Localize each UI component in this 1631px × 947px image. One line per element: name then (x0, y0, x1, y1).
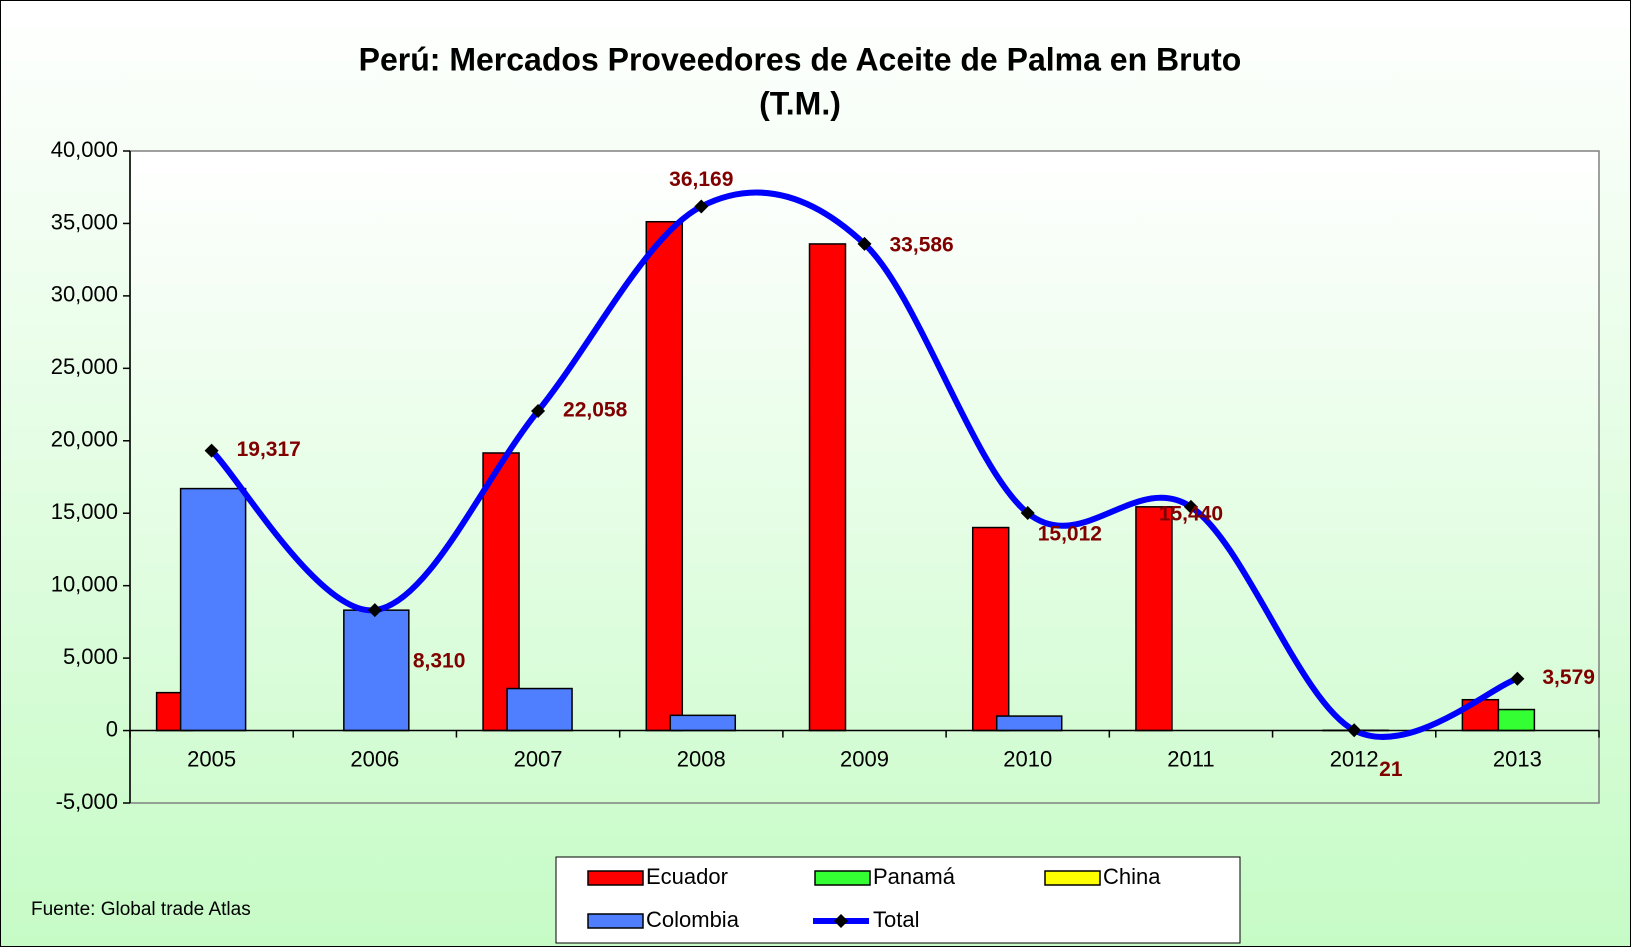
x-tick-label: 2007 (514, 746, 563, 771)
legend-label: Colombia (646, 907, 740, 932)
data-label: 19,317 (237, 438, 301, 461)
bar (1135, 506, 1173, 732)
legend-swatch (1044, 870, 1101, 886)
x-tick-label: 2006 (350, 746, 399, 771)
data-label: 21 (1379, 758, 1403, 781)
legend-label: Total (873, 907, 919, 932)
bar (971, 526, 1010, 732)
marker (204, 443, 219, 458)
marker (1347, 723, 1362, 738)
x-tick-label: 2011 (1167, 746, 1214, 771)
bar (343, 609, 410, 732)
x-tick-label: 2013 (1493, 746, 1542, 771)
legend-swatch (587, 870, 644, 886)
legend-swatch (814, 870, 871, 886)
bar (995, 715, 1063, 732)
data-label: 33,586 (890, 233, 954, 256)
data-label: 3,579 (1542, 666, 1595, 689)
y-tick-label: 20,000 (51, 427, 118, 452)
data-label: 15,440 (1159, 502, 1223, 525)
x-tick-label: 2009 (840, 746, 889, 771)
x-tick-label: 2012 (1330, 746, 1379, 771)
data-label: 8,310 (413, 650, 466, 673)
bar (482, 452, 520, 732)
y-tick-label: 25,000 (51, 354, 118, 379)
line (209, 189, 1519, 740)
legend-label: China (1103, 864, 1161, 889)
data-label: 36,169 (669, 168, 733, 191)
chart-subtitle: (T.M.) (759, 85, 841, 121)
y-tick-label: 30,000 (51, 282, 118, 307)
y-tick-label: -5,000 (56, 789, 118, 814)
marker (531, 403, 546, 418)
legend-label: Ecuador (646, 864, 728, 889)
marker (1510, 671, 1525, 686)
bar (808, 243, 847, 732)
y-tick-label: 0 (106, 716, 118, 741)
bar (645, 220, 684, 732)
legend (555, 856, 1241, 944)
marker (857, 236, 872, 251)
legend-swatch (587, 913, 644, 929)
legend-swatch (834, 914, 848, 928)
y-tick-label: 15,000 (51, 499, 118, 524)
x-tick-label: 2005 (187, 746, 236, 771)
bar (669, 714, 737, 732)
data-label: 22,058 (563, 399, 628, 422)
bar (179, 487, 247, 732)
marker (1020, 506, 1035, 521)
marker (694, 199, 709, 214)
data-label: 15,012 (1038, 523, 1102, 546)
marker (1183, 499, 1198, 514)
y-tick-label: 35,000 (51, 209, 118, 234)
y-tick-label: 40,000 (51, 137, 118, 162)
y-tick-label: 10,000 (51, 571, 118, 596)
bar (1497, 708, 1536, 732)
source-note: Fuente: Global trade Atlas (31, 899, 251, 920)
bar (506, 687, 573, 732)
legend-label: Panamá (873, 864, 956, 889)
x-tick-label: 2008 (677, 746, 726, 771)
chart-title: Perú: Mercados Proveedores de Aceite de … (359, 41, 1242, 77)
marker (367, 603, 382, 618)
x-tick-label: 2010 (1003, 746, 1052, 771)
y-tick-label: 5,000 (63, 644, 118, 669)
